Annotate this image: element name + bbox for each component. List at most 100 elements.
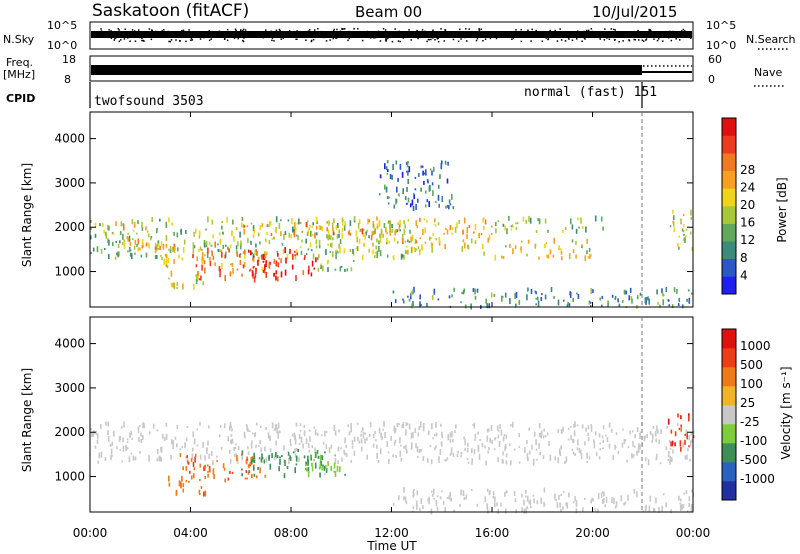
nsky-point	[628, 34, 630, 36]
nsky-point	[357, 28, 359, 30]
range-cell	[307, 269, 310, 275]
range-cell	[624, 501, 627, 505]
nsky-point	[397, 40, 400, 42]
range-cell	[334, 454, 336, 457]
nsky-point	[643, 32, 645, 35]
range-cell	[100, 451, 103, 458]
nsky-point	[271, 34, 273, 37]
range-cell	[386, 441, 389, 448]
range-cell	[347, 231, 350, 235]
range-cell	[180, 481, 182, 488]
range-cell	[311, 445, 314, 449]
range-cell	[501, 255, 503, 259]
range-cell	[435, 421, 437, 428]
range-cell	[387, 169, 389, 172]
range-cell	[277, 262, 280, 268]
x-tick-label: 04:00	[173, 526, 208, 540]
nsky-point	[213, 32, 215, 35]
range-cell	[293, 226, 296, 231]
range-cell	[484, 219, 487, 225]
range-cell	[399, 450, 402, 457]
nsky-point	[656, 35, 658, 37]
range-cell	[398, 226, 401, 232]
range-cell	[618, 303, 621, 307]
nsky-point	[373, 37, 375, 39]
nsky-point	[215, 35, 217, 37]
nsky-point	[288, 29, 291, 32]
range-cell	[293, 231, 296, 238]
range-cell	[356, 246, 359, 252]
range-cell	[318, 245, 321, 249]
range-cell	[661, 506, 663, 512]
range-cell	[435, 201, 437, 203]
nsky-point	[564, 31, 567, 34]
range-cell	[486, 435, 489, 442]
range-cell	[617, 451, 620, 455]
range-cell	[535, 439, 537, 446]
range-cell	[126, 438, 129, 441]
range-cell	[441, 490, 443, 493]
range-cell	[358, 219, 361, 225]
range-cell	[283, 445, 285, 451]
nsky-point	[148, 28, 151, 30]
range-cell	[183, 239, 186, 245]
nsky-point	[142, 39, 144, 42]
range-cell	[668, 439, 671, 443]
range-cell	[338, 429, 340, 433]
range-cell	[388, 458, 390, 464]
range-cell	[162, 243, 165, 250]
range-cell	[195, 274, 198, 280]
nsky-point	[489, 37, 492, 40]
range-cell	[319, 460, 321, 464]
range-cell	[446, 496, 449, 499]
range-cell	[386, 237, 388, 243]
range-cell	[184, 442, 186, 449]
range-cell	[294, 453, 297, 458]
nsky-point	[630, 33, 633, 36]
nsky-point	[561, 32, 564, 34]
nsky-point	[332, 31, 335, 34]
nsky-point	[191, 39, 194, 41]
colorbar-tick-label: 8	[740, 251, 748, 265]
range-cell	[129, 432, 131, 437]
range-cell	[110, 448, 113, 455]
range-cell	[502, 223, 505, 227]
range-cell	[298, 218, 300, 225]
range-cell	[569, 291, 571, 296]
nsky-point	[610, 31, 613, 34]
colorbar-swatch	[722, 170, 736, 189]
range-cell	[269, 463, 272, 470]
range-cell	[182, 466, 184, 471]
range-cell	[437, 184, 440, 189]
nsky-point	[502, 32, 505, 34]
range-cell	[199, 246, 202, 250]
range-cell	[327, 235, 329, 241]
range-cell	[538, 218, 541, 225]
range-cell	[548, 441, 550, 447]
range-cell	[339, 466, 341, 473]
nsky-point	[344, 28, 346, 30]
range-cell	[584, 497, 586, 500]
range-cell	[246, 225, 249, 228]
range-cell	[94, 222, 97, 228]
colorbar-swatch	[722, 188, 736, 207]
range-cell	[523, 508, 526, 514]
range-cell	[179, 448, 181, 451]
range-cell	[312, 234, 314, 237]
nsky-point	[242, 28, 245, 31]
range-cell	[386, 196, 389, 200]
range-cell	[587, 432, 590, 436]
range-cell	[164, 253, 167, 257]
nsky-point	[655, 34, 658, 36]
range-cell	[510, 228, 513, 231]
range-cell	[288, 457, 290, 464]
colorbar-tick-label: 28	[740, 163, 755, 177]
range-cell	[415, 500, 418, 507]
range-cell	[207, 216, 209, 223]
range-cell	[598, 456, 601, 460]
range-cell	[311, 260, 314, 267]
range-cell	[343, 248, 346, 254]
range-cell	[192, 447, 194, 452]
range-cell	[644, 435, 646, 439]
